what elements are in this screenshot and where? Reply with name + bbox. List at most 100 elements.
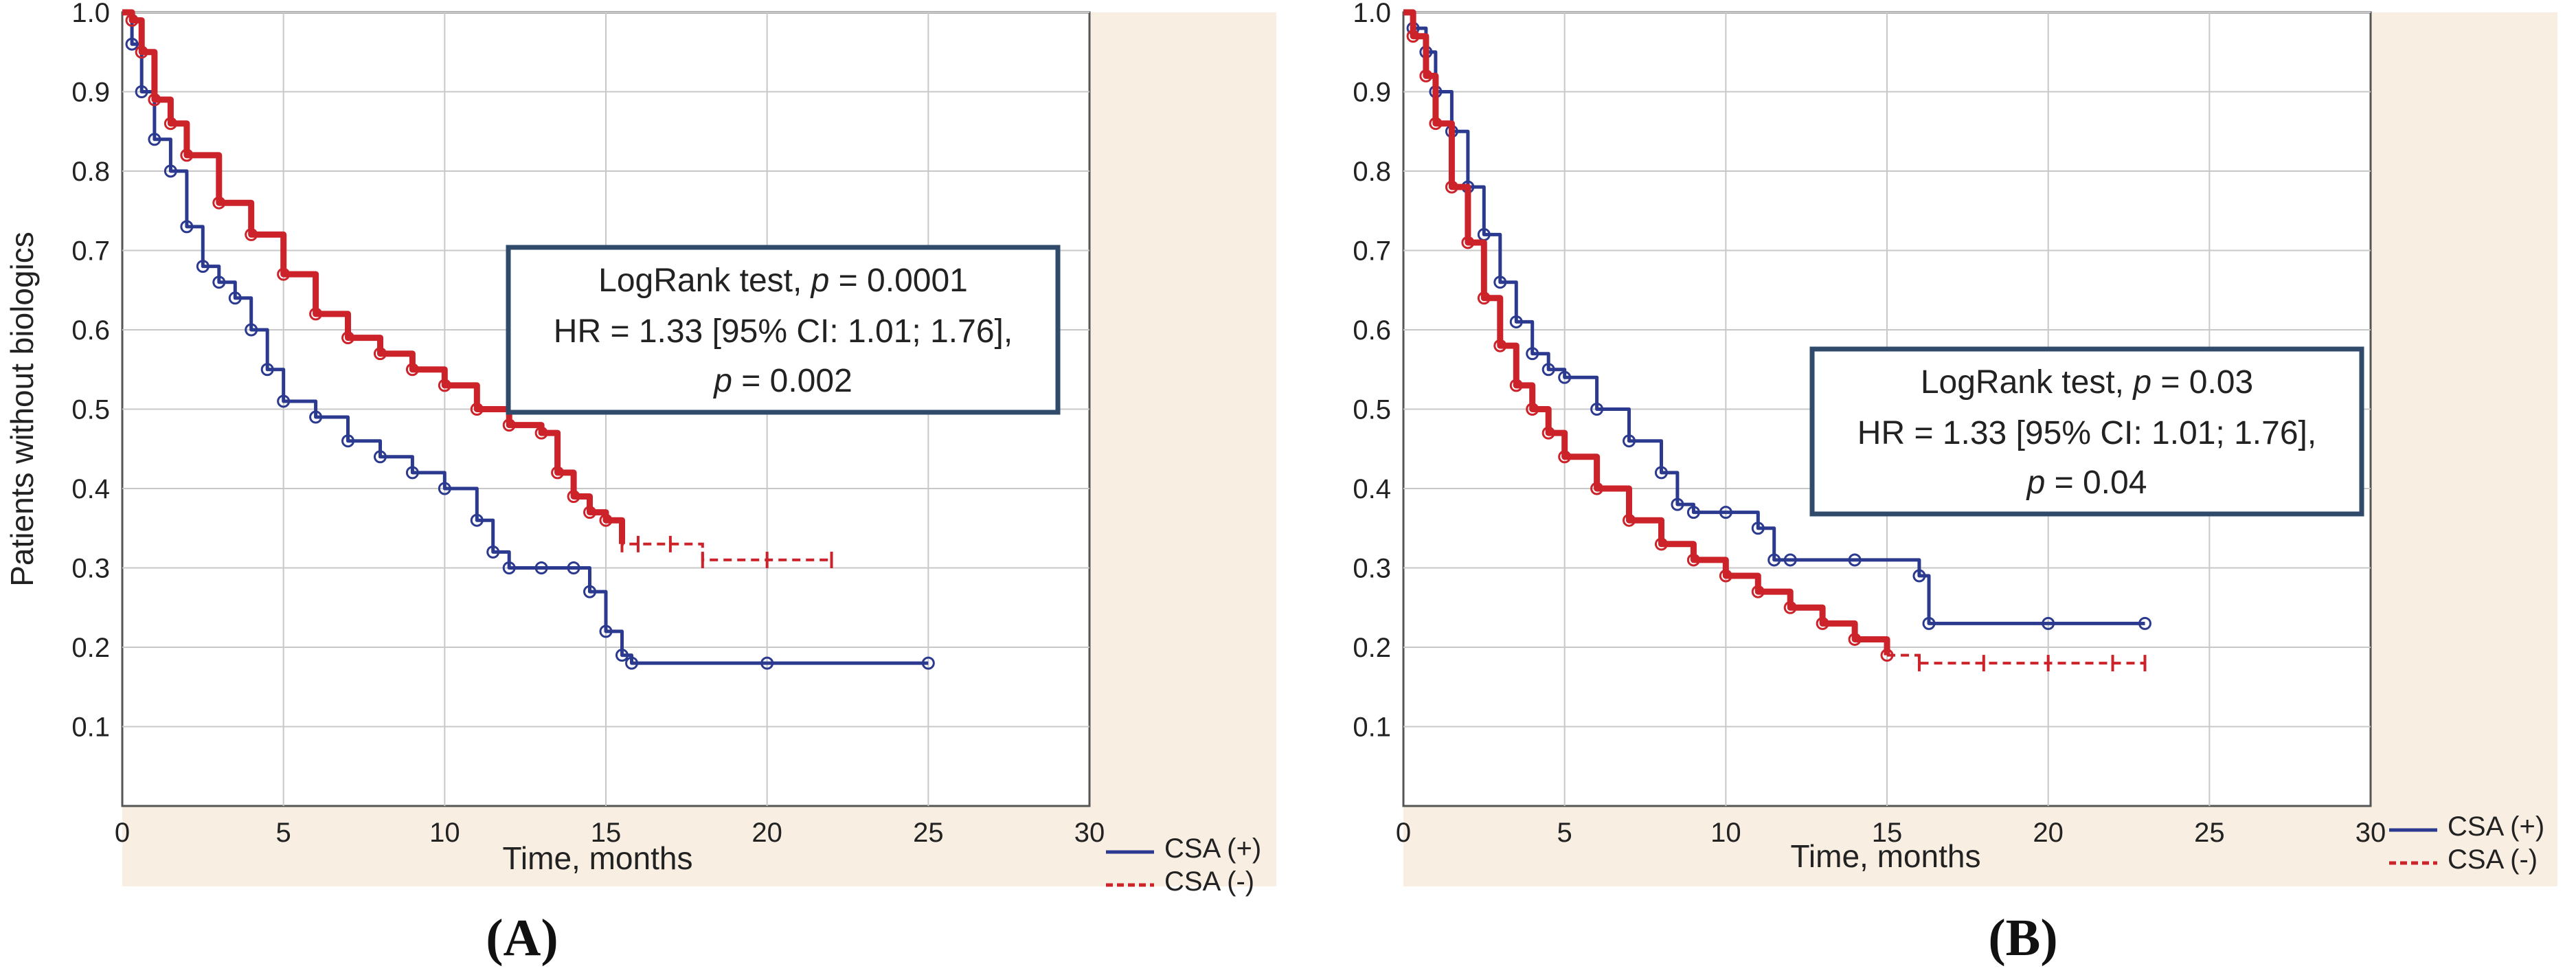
censor-mark — [1590, 403, 1604, 416]
x-tick-label: 25 — [913, 818, 944, 848]
censor-mark — [125, 37, 139, 51]
y-axis-label: Patients without biologics — [4, 232, 40, 587]
censor-mark — [502, 418, 516, 432]
y-tick-label: 0.2 — [71, 633, 110, 663]
x-tick-label: 20 — [2033, 818, 2064, 848]
censor-mark — [1671, 497, 1684, 511]
legend-label-csa-plus: CSA (+) — [1164, 833, 1261, 864]
censor-mark — [1922, 616, 1936, 630]
censor-mark — [277, 267, 291, 281]
series-line-csa-minus-dashed — [620, 520, 832, 561]
x-tick-label: 15 — [1872, 818, 1903, 848]
annotation-line-2: HR = 1.33 [95% CI: 1.01; 1.76], — [554, 313, 1013, 350]
censor-mark — [1493, 276, 1507, 289]
censor-mark — [438, 482, 451, 495]
censor-mark — [1419, 69, 1433, 82]
annotation-line-3: p = 0.04 — [2026, 464, 2147, 501]
y-tick-label: 1.0 — [1353, 0, 1391, 28]
censor-mark — [1719, 569, 1732, 583]
censor-mark — [180, 220, 194, 234]
censor-mark — [625, 656, 639, 670]
y-tick-label: 0.8 — [1353, 157, 1391, 187]
censor-mark — [405, 363, 419, 377]
series-line-csa-plus — [1403, 10, 2145, 625]
legend: CSA (+)CSA (-) — [1106, 833, 1261, 897]
legend-label-csa-minus: CSA (-) — [1164, 866, 1254, 897]
panel-a: 0 5 10 15 20 25 30 0.1 0.2 0.3 0.4 0.5 0.6 0.7 0.8 0.9 1… — [4, 0, 1276, 967]
censor-mark — [309, 410, 323, 424]
y-tick-label: 0.6 — [71, 315, 110, 346]
censor-mark — [551, 466, 565, 480]
y-tick-label: 0.5 — [71, 395, 110, 425]
x-tick-label: 20 — [752, 818, 782, 848]
censor-mark — [373, 450, 387, 464]
annotation-frame — [506, 245, 1061, 415]
censor-mark — [148, 93, 161, 107]
censor-mark — [1477, 291, 1491, 305]
censor-mark — [260, 363, 274, 377]
censor-mark — [212, 196, 226, 210]
y-tick-label: 0.9 — [71, 78, 110, 108]
legend-label-csa-minus: CSA (-) — [2448, 844, 2538, 875]
censor-mark — [534, 426, 548, 440]
censor-mark — [1558, 450, 1572, 464]
censor-mark — [135, 85, 148, 98]
censor-mark — [309, 307, 323, 321]
censor-mark — [486, 545, 500, 559]
y-tick-label: 0.3 — [1353, 554, 1391, 584]
censor-mark — [599, 513, 613, 527]
censor-mark — [567, 490, 580, 504]
y-tick-label: 0.6 — [1353, 315, 1391, 346]
censor-mark — [1912, 569, 1926, 583]
censor-mark — [1848, 553, 1862, 567]
censor-mark — [245, 323, 258, 337]
censor-mark — [583, 585, 597, 598]
censor-mark — [196, 260, 210, 273]
censor-mark — [405, 466, 419, 480]
censor-mark — [567, 561, 580, 574]
censor-mark — [1783, 553, 1797, 567]
legend-label-csa-plus: CSA (+) — [2448, 811, 2544, 842]
legend: CSA (+)CSA (-) — [2389, 811, 2544, 875]
x-tick-label: 5 — [276, 818, 291, 848]
censor-mark — [163, 164, 177, 178]
panel-label: (B) — [1988, 909, 2057, 967]
annotation-line-1: LogRank test, p = 0.03 — [1921, 364, 2253, 401]
x-axis-label: Time, months — [1791, 838, 1981, 874]
y-tick-label: 0.4 — [1353, 474, 1391, 504]
censor-mark — [1509, 315, 1523, 328]
censor-mark — [1623, 434, 1636, 448]
y-tick-label: 0.7 — [1353, 236, 1391, 267]
y-tick-label: 1.0 — [71, 0, 110, 28]
censor-mark — [1751, 522, 1765, 535]
censor-mark — [212, 276, 226, 289]
censor-mark — [1783, 601, 1797, 614]
censor-mark — [341, 434, 355, 448]
censor-mark — [1880, 649, 1894, 662]
x-tick-label: 0 — [1396, 818, 1411, 848]
censor-mark — [1654, 466, 1668, 480]
censor-mark — [1526, 347, 1539, 361]
annotation-line-3: p = 0.002 — [712, 363, 852, 399]
y-tick-label: 0.2 — [1353, 633, 1391, 663]
censor-mark — [163, 117, 177, 131]
censor-mark — [502, 561, 516, 574]
annotation-line-2: HR = 1.33 [95% CI: 1.01; 1.76], — [1857, 415, 2316, 451]
censor-mark — [180, 148, 194, 162]
censor-mark — [1686, 553, 1700, 567]
x-tick-label: 25 — [2194, 818, 2225, 848]
censor-mark — [1558, 370, 1572, 384]
panel-b: 0 5 10 15 20 25 30 0.1 0.2 0.3 0.4 0.5 0.6 0.7 0.8 0.9 1… — [1353, 0, 2557, 967]
annotation-box: LogRank test, p = 0.03 HR = 1.33 [95% CI:… — [1809, 346, 2364, 517]
censor-mark — [1816, 616, 1829, 630]
censor-mark — [1445, 180, 1458, 194]
censor-mark — [1848, 632, 1862, 646]
censor-mark — [373, 347, 387, 361]
x-tick-label: 10 — [429, 818, 460, 848]
censor-mark — [277, 394, 291, 408]
annotation-frame — [1809, 346, 2364, 517]
x-tick-label: 5 — [1557, 818, 1572, 848]
y-tick-label: 0.8 — [71, 157, 110, 187]
censor-mark — [1719, 506, 1732, 519]
